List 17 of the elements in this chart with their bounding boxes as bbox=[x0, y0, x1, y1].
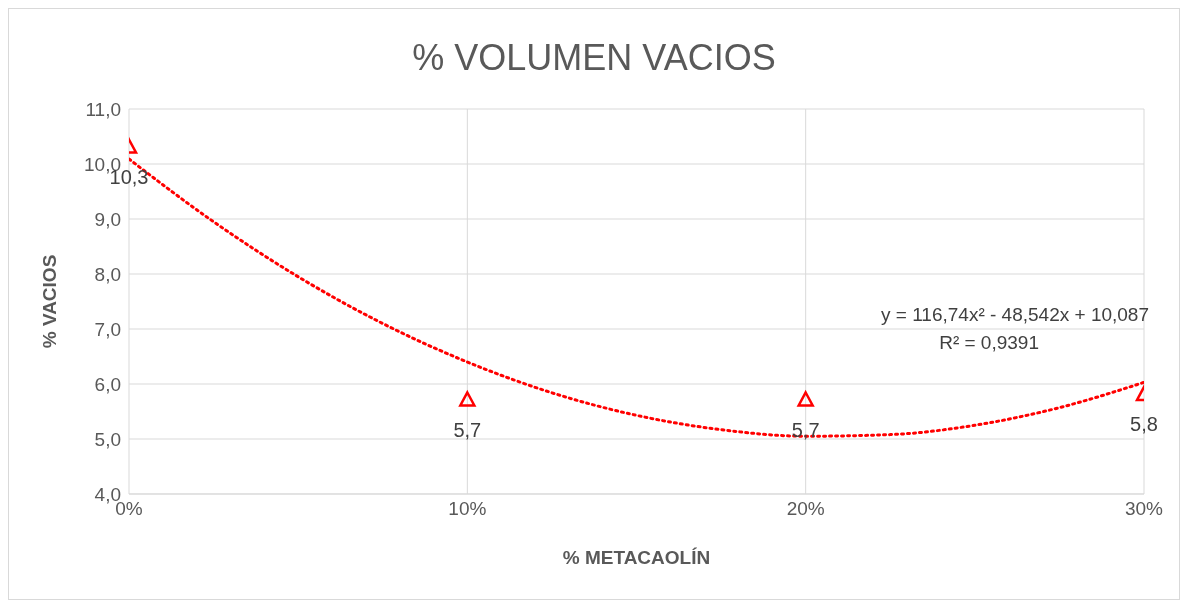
annotation: R² = 0,9391 bbox=[938, 331, 1040, 355]
y-axis-title: % VACIOS bbox=[38, 254, 60, 349]
y-tick-label: 11,0 bbox=[85, 98, 121, 120]
x-tick-label: 10% bbox=[448, 498, 487, 520]
chart-title: % VOLUMEN VACIOS bbox=[411, 37, 777, 79]
x-tick-label: 20% bbox=[786, 498, 825, 520]
annotation: y = 116,74x² - 48,542x + 10,087 bbox=[881, 303, 1149, 327]
y-tick-label: 9,0 bbox=[94, 208, 121, 230]
y-tick-label: 6,0 bbox=[94, 373, 121, 395]
y-tick-label: 5,0 bbox=[94, 428, 121, 450]
data-label: 5,7 bbox=[791, 418, 820, 441]
x-tick-label: 30% bbox=[1124, 498, 1164, 520]
data-label: 5,8 bbox=[1130, 413, 1158, 435]
y-tick-label: 7,0 bbox=[94, 318, 121, 340]
data-label: 5,7 bbox=[453, 418, 482, 441]
y-tick-label: 8,0 bbox=[94, 263, 121, 285]
x-axis-title: % METACAOLÍN bbox=[562, 547, 711, 568]
